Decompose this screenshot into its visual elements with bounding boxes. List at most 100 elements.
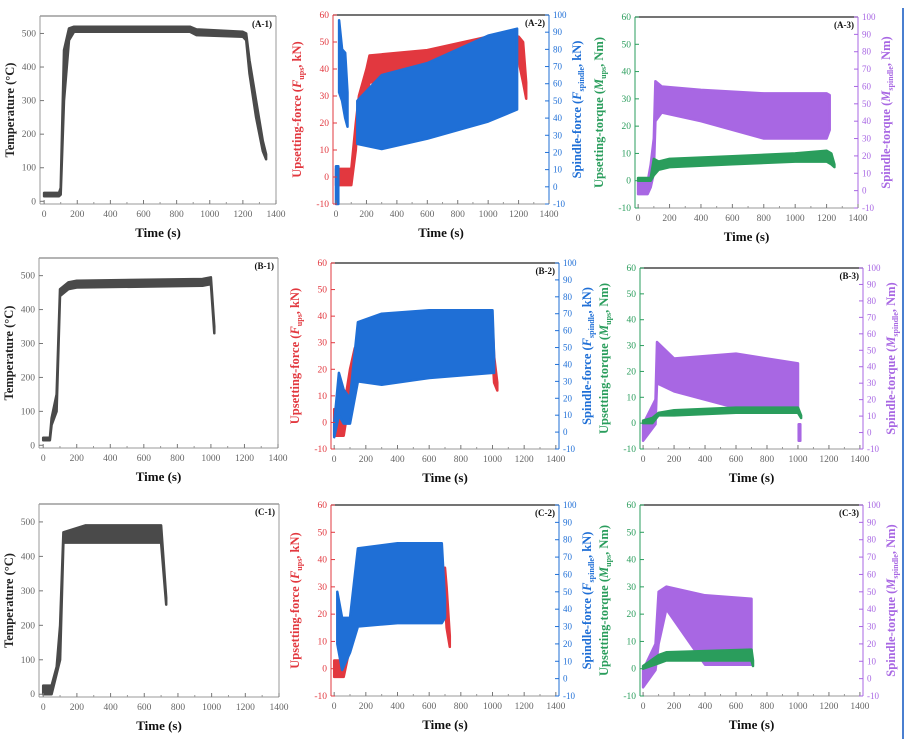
left-tick-label: 50 (627, 528, 637, 538)
x-tick-label: 0 (332, 455, 337, 465)
left-tick-label: -10 (314, 445, 327, 455)
left-tick-label: 50 (320, 38, 330, 48)
x-tick-label: 600 (725, 214, 740, 224)
x-tick-label: 1200 (235, 454, 254, 464)
right-tick-label: 20 (867, 395, 877, 405)
series-spindle-force (337, 18, 349, 128)
axis-title-sub: spindle (587, 558, 596, 583)
axis-title-text: Upsetting-torque ( (597, 578, 611, 676)
axis-title-var: F (570, 91, 584, 101)
x-tick-label: 1000 (483, 455, 502, 465)
left-tick-label: 20 (627, 610, 637, 620)
left-axis-title: Upsetting-torque (Mups, Nm) (597, 525, 613, 676)
x-tick-label: 0 (641, 455, 646, 465)
x-tick-label: 200 (667, 455, 682, 465)
panel-c-3: 0 200 400 600 800 1000 1200 1400-10010203040506… (597, 500, 900, 732)
x-tick-label: 1200 (819, 455, 838, 465)
x-tick-label: 0 (41, 454, 46, 464)
right-tick-label: 30 (563, 622, 573, 632)
left-tick-label: 60 (318, 501, 328, 511)
axis-title-text: Upsetting-force ( (288, 335, 302, 425)
left-tick-label: 0 (30, 441, 35, 451)
left-tick-label: 200 (21, 373, 36, 383)
axis-title-text: Spindle-torque ( (879, 102, 893, 189)
x-tick-label: 1400 (546, 702, 565, 712)
x-tick-label: 600 (729, 702, 744, 712)
x-tick-label: 1400 (267, 210, 286, 220)
x-tick-label: 400 (390, 210, 405, 220)
left-tick-label: 500 (21, 518, 36, 528)
axis-title-sub: ups (297, 68, 306, 80)
series-upsetting-torque (641, 648, 755, 670)
x-tick-label: 600 (422, 455, 437, 465)
axis-title-text: , kN) (580, 287, 594, 313)
x-tick-label: 1200 (236, 703, 255, 713)
right-tick-label: 90 (867, 279, 877, 289)
x-tick-label: 200 (359, 455, 374, 465)
right-tick-label: 50 (563, 343, 573, 353)
left-tick-label: 50 (627, 290, 637, 300)
left-axis-title: Upsetting-force (Fups, kN) (288, 532, 304, 668)
series-temperature (41, 276, 216, 442)
axis-title-var: M (884, 336, 898, 349)
x-tick-label: 1400 (269, 454, 288, 464)
x-tick-label: 800 (760, 455, 775, 465)
right-tick-label: 40 (563, 604, 573, 614)
left-tick-label: 400 (22, 63, 37, 73)
left-tick-label: 40 (622, 68, 632, 78)
left-axis-title: Upsetting-torque (Mups, Nm) (592, 37, 608, 188)
x-tick-label: 1400 (270, 703, 289, 713)
panel-a-1: 0 200 400 600 800 1000 1200 1400 0 100 200 300 400 50… (3, 15, 286, 240)
x-axis-title: Time (s) (135, 225, 181, 240)
axis-title-text: Spindle-torque ( (884, 590, 898, 677)
x-tick-label: 1200 (509, 210, 528, 220)
x-tick-label: 800 (171, 703, 186, 713)
axis-title-var: F (288, 326, 302, 336)
right-tick-label: 20 (563, 639, 573, 649)
panel-label: (C-3) (839, 508, 859, 518)
x-tick-label: 400 (390, 702, 405, 712)
left-tick-label: 400 (21, 552, 36, 562)
axis-title-text: Upsetting-force ( (288, 579, 302, 669)
left-axis-title: Temperature (°C) (3, 63, 17, 158)
panel-label: (A-2) (525, 18, 545, 28)
panel-c-1: 0 200 400 600 800 1000 1200 1400 0 100 200 300 400 50… (2, 503, 289, 733)
left-tick-label: 500 (22, 29, 37, 39)
x-tick-label: 800 (757, 214, 772, 224)
axis-title-sub: ups (295, 314, 304, 326)
left-tick-label: 200 (22, 130, 37, 140)
panel-b-2: 0 200 400 600 800 1000 1200 1400-10010203040506… (288, 258, 596, 485)
left-tick-label: 50 (622, 40, 632, 50)
left-tick-label: 20 (320, 119, 330, 129)
x-tick-label: 400 (103, 454, 118, 464)
x-tick-label: 400 (698, 702, 713, 712)
axis-title-text: Spindle-force ( (580, 346, 594, 425)
axis-title-var: M (597, 324, 611, 337)
right-tick-label: 90 (553, 27, 563, 37)
x-tick-label: 1200 (515, 702, 534, 712)
left-tick-label: 10 (622, 149, 632, 159)
left-tick-label: 30 (622, 95, 632, 105)
x-tick-label: 600 (422, 702, 437, 712)
left-tick-label: 60 (627, 264, 637, 274)
right-tick-label: 0 (563, 674, 568, 684)
right-tick-label: 70 (867, 312, 877, 322)
right-tick-label: 90 (563, 517, 573, 527)
right-tick-label: -10 (563, 444, 575, 454)
left-tick-label: 0 (631, 665, 636, 675)
axis-title-var: F (288, 570, 302, 580)
right-tick-label: 50 (563, 587, 573, 597)
left-tick-label: 60 (627, 501, 637, 511)
right-tick-label: 80 (867, 535, 877, 545)
left-tick-label: 30 (320, 92, 330, 102)
x-tick-label: 800 (454, 455, 469, 465)
x-tick-label: 600 (729, 455, 744, 465)
x-tick-label: 200 (70, 454, 85, 464)
axis-title-var: M (879, 90, 893, 103)
axis-title-text: , kN) (288, 532, 302, 558)
x-axis-title: Time (s) (729, 470, 775, 485)
left-tick-label: 0 (30, 690, 35, 700)
x-axis-title: Time (s) (418, 225, 464, 240)
right-tick-label: 100 (862, 12, 876, 22)
axis-title-text: , kN) (570, 41, 584, 67)
